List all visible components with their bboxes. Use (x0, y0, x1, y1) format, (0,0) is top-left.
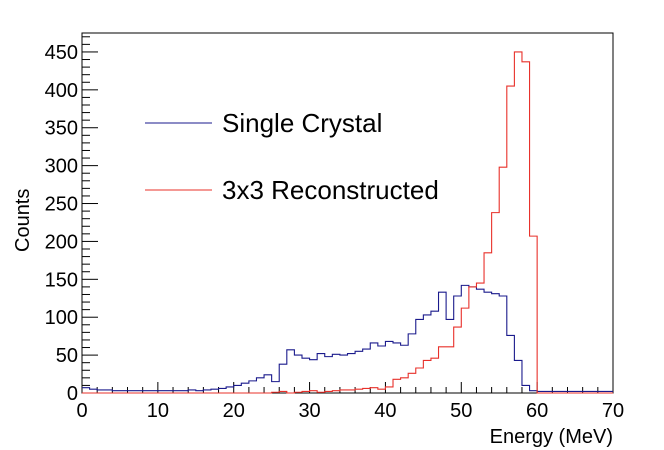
y-tick-labels: 0 50 100 150 200 250 300 350 400 450 (45, 42, 78, 405)
x-tick-label: 30 (298, 400, 320, 422)
legend-label-single-crystal: Single Crystal (222, 108, 382, 138)
plot-frame (81, 32, 614, 394)
y-minor-ticks (82, 36, 90, 386)
x-tick-labels: 0 10 20 30 40 50 60 70 (76, 400, 624, 422)
y-tick-label: 350 (45, 118, 78, 140)
y-tick-label: 100 (45, 307, 78, 329)
y-major-ticks (82, 51, 98, 394)
y-tick-label: 0 (67, 383, 78, 405)
x-tick-label: 50 (450, 400, 472, 422)
series-line-single-crystal (82, 284, 613, 393)
y-tick-label: 150 (45, 269, 78, 291)
legend: Single Crystal 3x3 Reconstructed (145, 108, 439, 205)
series-group (82, 51, 613, 394)
x-tick-label: 20 (223, 400, 245, 422)
x-tick-label: 70 (602, 400, 624, 422)
x-axis-title: Energy (MeV) (490, 426, 613, 448)
x-tick-label: 0 (76, 400, 87, 422)
y-tick-label: 200 (45, 231, 78, 253)
x-tick-label: 60 (526, 400, 548, 422)
x-tick-label: 10 (147, 400, 169, 422)
series-line-3x3-reconstructed (82, 51, 613, 394)
y-tick-label: 50 (56, 345, 78, 367)
y-axis-title: Counts (12, 189, 34, 252)
x-major-ticks (81, 382, 614, 393)
y-tick-label: 300 (45, 156, 78, 178)
y-tick-label: 400 (45, 80, 78, 102)
legend-label-3x3-reconstructed: 3x3 Reconstructed (222, 175, 439, 205)
y-tick-label: 450 (45, 42, 78, 64)
y-tick-label: 250 (45, 194, 78, 216)
x-tick-label: 40 (374, 400, 396, 422)
